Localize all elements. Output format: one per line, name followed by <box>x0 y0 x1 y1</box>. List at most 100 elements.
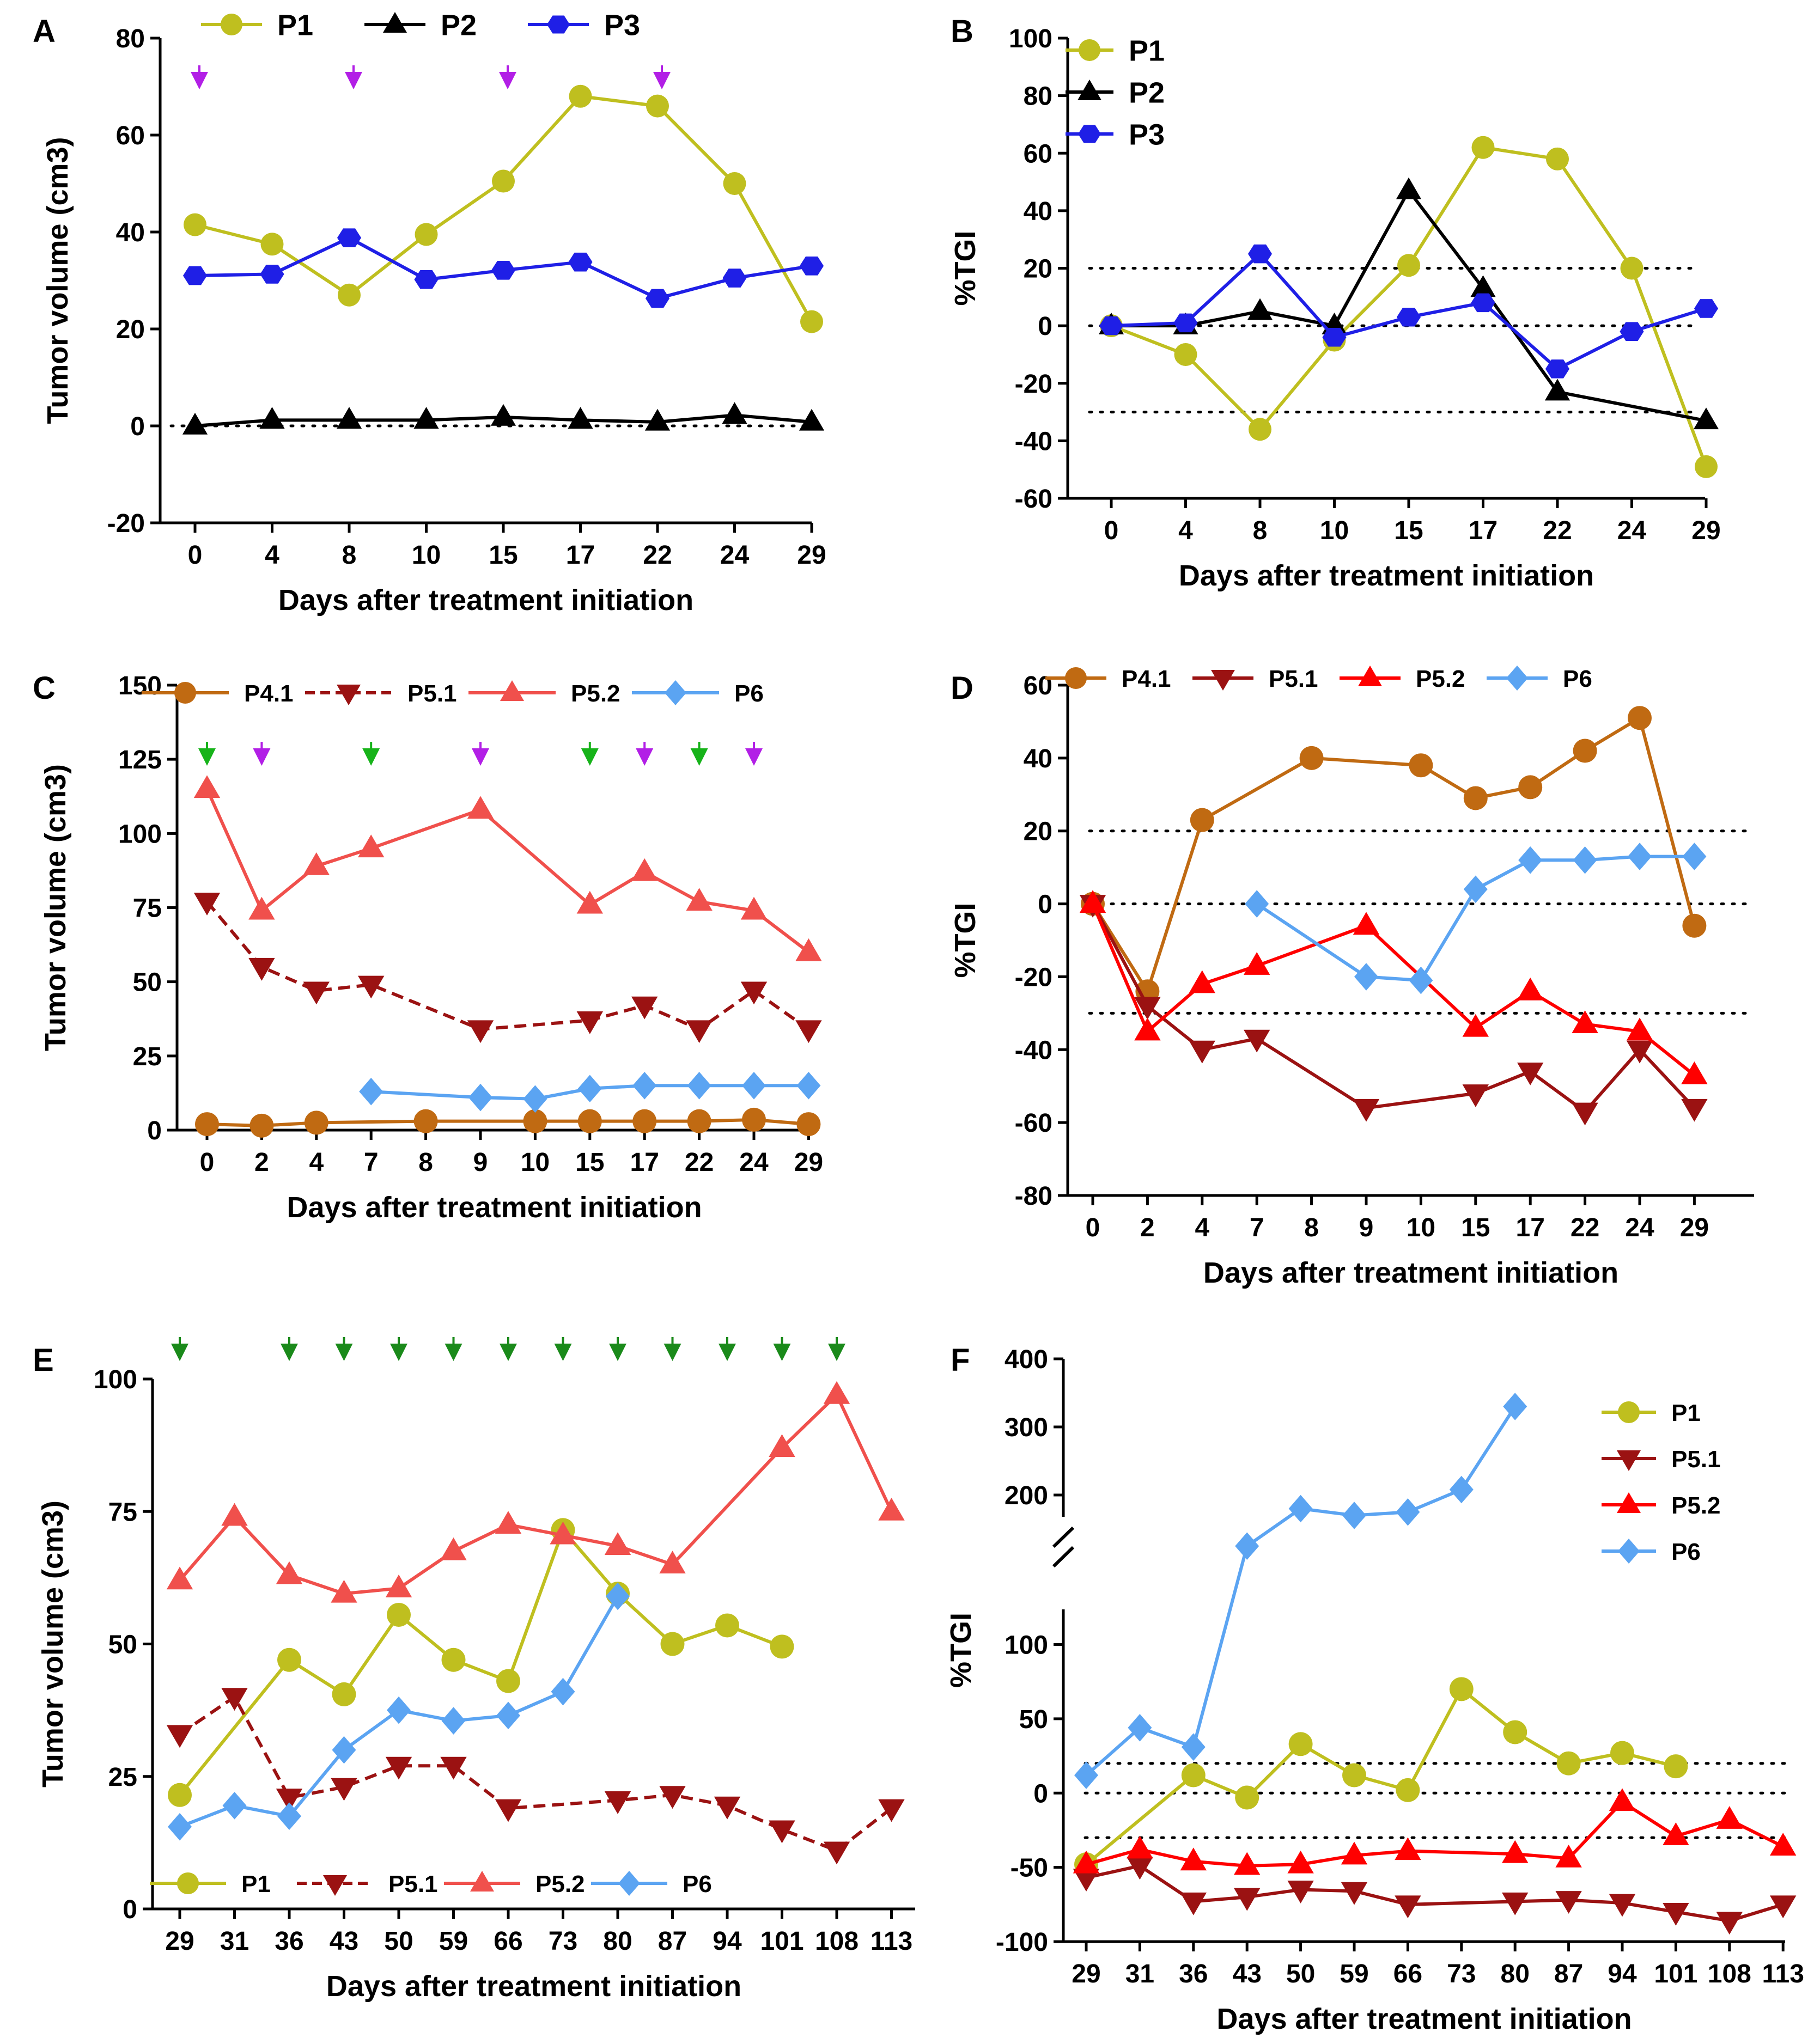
arrow-head <box>445 1344 462 1361</box>
data-point <box>1073 1850 1100 1874</box>
x-tick-label: 101 <box>760 1927 803 1956</box>
data-point <box>631 996 658 1020</box>
x-tick-label: 50 <box>1286 1960 1315 1988</box>
x-tick-label: 4 <box>1195 1213 1209 1242</box>
x-tick-label: 31 <box>1125 1960 1154 1988</box>
data-point <box>387 1602 411 1627</box>
data-point <box>1354 963 1378 991</box>
legend-label: P6 <box>734 680 764 707</box>
data-point <box>332 1682 356 1706</box>
series-line <box>178 1393 893 1596</box>
data-point <box>795 1020 822 1044</box>
legend-marker <box>1617 1450 1641 1471</box>
data-point <box>568 252 593 272</box>
x-tick-label: 66 <box>494 1927 522 1956</box>
data-point <box>358 834 385 858</box>
data-point <box>1397 254 1420 277</box>
data-point <box>1099 316 1124 335</box>
data-point <box>248 957 275 981</box>
x-axis-label: Days after treatment initiation <box>326 1970 741 2003</box>
data-point <box>304 1111 328 1135</box>
x-axis-label: Days after treatment initiation <box>1179 559 1594 592</box>
legend-marker <box>1079 39 1100 61</box>
x-tick-label: 113 <box>871 1927 912 1956</box>
x-tick-label: 8 <box>418 1148 433 1177</box>
y-tick-label: 0 <box>123 1895 137 1924</box>
legend-marker <box>177 1872 199 1894</box>
axis-break-mark <box>1052 1546 1075 1568</box>
data-point <box>604 1791 631 1814</box>
x-tick-label: 2 <box>1140 1213 1155 1242</box>
data-point <box>467 796 494 819</box>
series-line <box>205 900 810 1031</box>
data-point <box>168 1783 192 1807</box>
legend-label: P6 <box>1563 666 1592 692</box>
legend-label: P6 <box>683 1871 712 1897</box>
arrow-head <box>554 1344 572 1361</box>
data-point <box>1555 1844 1582 1868</box>
data-point <box>385 1575 412 1597</box>
data-point <box>722 269 747 288</box>
data-point <box>1503 1720 1527 1744</box>
x-tick-label: 22 <box>643 541 672 570</box>
series-P1 <box>168 1518 794 1807</box>
data-point <box>1770 1895 1797 1919</box>
x-tick-label: 24 <box>739 1148 769 1177</box>
data-point <box>1287 1850 1314 1874</box>
x-tick-label: 0 <box>200 1148 215 1177</box>
y-tick-label: 40 <box>116 218 145 247</box>
x-tick-label: 66 <box>1393 1960 1422 1988</box>
y-tick-label: 80 <box>1024 82 1052 111</box>
y-tick-label: 75 <box>133 894 162 923</box>
data-point <box>1127 1857 1153 1880</box>
data-point <box>569 84 592 108</box>
data-point <box>1395 1895 1421 1919</box>
data-point <box>722 402 747 424</box>
y-tick-label: -50 <box>1011 1854 1048 1883</box>
data-point <box>337 228 362 247</box>
data-point <box>1626 1017 1653 1041</box>
x-tick-label: 17 <box>1469 516 1498 545</box>
data-point <box>1409 753 1433 778</box>
y-tick-label: 300 <box>1005 1413 1048 1442</box>
series-P5-2 <box>166 1381 905 1603</box>
data-point <box>577 1075 602 1103</box>
series-P5-2 <box>193 775 822 961</box>
x-tick-label: 15 <box>489 541 518 570</box>
y-axis-label: Tumor volume (cm3) <box>36 1500 69 1787</box>
data-point <box>1247 244 1273 264</box>
x-axis-label: Days after treatment initiation <box>1216 2003 1632 2035</box>
arrow-head <box>653 72 671 89</box>
data-point <box>1463 875 1488 904</box>
data-point <box>1235 1785 1259 1810</box>
data-point <box>276 1561 303 1584</box>
data-point <box>1628 706 1652 730</box>
chart-panel-A: A -20 0 20 40 60 80 0 4 8 10 15 17 22 24 29 Days after t… <box>33 9 826 617</box>
series-line <box>194 94 813 323</box>
legend-label: P5.1 <box>1671 1446 1721 1473</box>
legend-label: P1 <box>1671 1400 1701 1426</box>
legend-marker <box>1506 666 1528 691</box>
arrow-head <box>499 72 516 89</box>
data-point <box>823 1381 850 1404</box>
y-tick-label: 100 <box>118 820 162 849</box>
data-point <box>385 1756 412 1780</box>
y-axis-label: %TGI <box>949 230 982 306</box>
series-P6 <box>168 1582 630 1841</box>
y-tick-label: -100 <box>996 1928 1048 1957</box>
x-tick-label: 59 <box>439 1927 468 1956</box>
arrow-head <box>773 1344 791 1361</box>
panel-label: D <box>951 670 973 706</box>
data-point <box>632 1072 657 1100</box>
data-point <box>492 169 515 193</box>
x-tick-label: 2 <box>254 1148 269 1177</box>
data-point <box>799 257 824 276</box>
panel-label: B <box>951 14 973 49</box>
arrow-head <box>500 1344 517 1361</box>
y-tick-label: 60 <box>1024 672 1052 700</box>
x-tick-label: 94 <box>1608 1960 1637 1988</box>
data-point <box>331 1579 357 1603</box>
data-point <box>715 1613 739 1638</box>
x-tick-label: 29 <box>165 1927 194 1956</box>
